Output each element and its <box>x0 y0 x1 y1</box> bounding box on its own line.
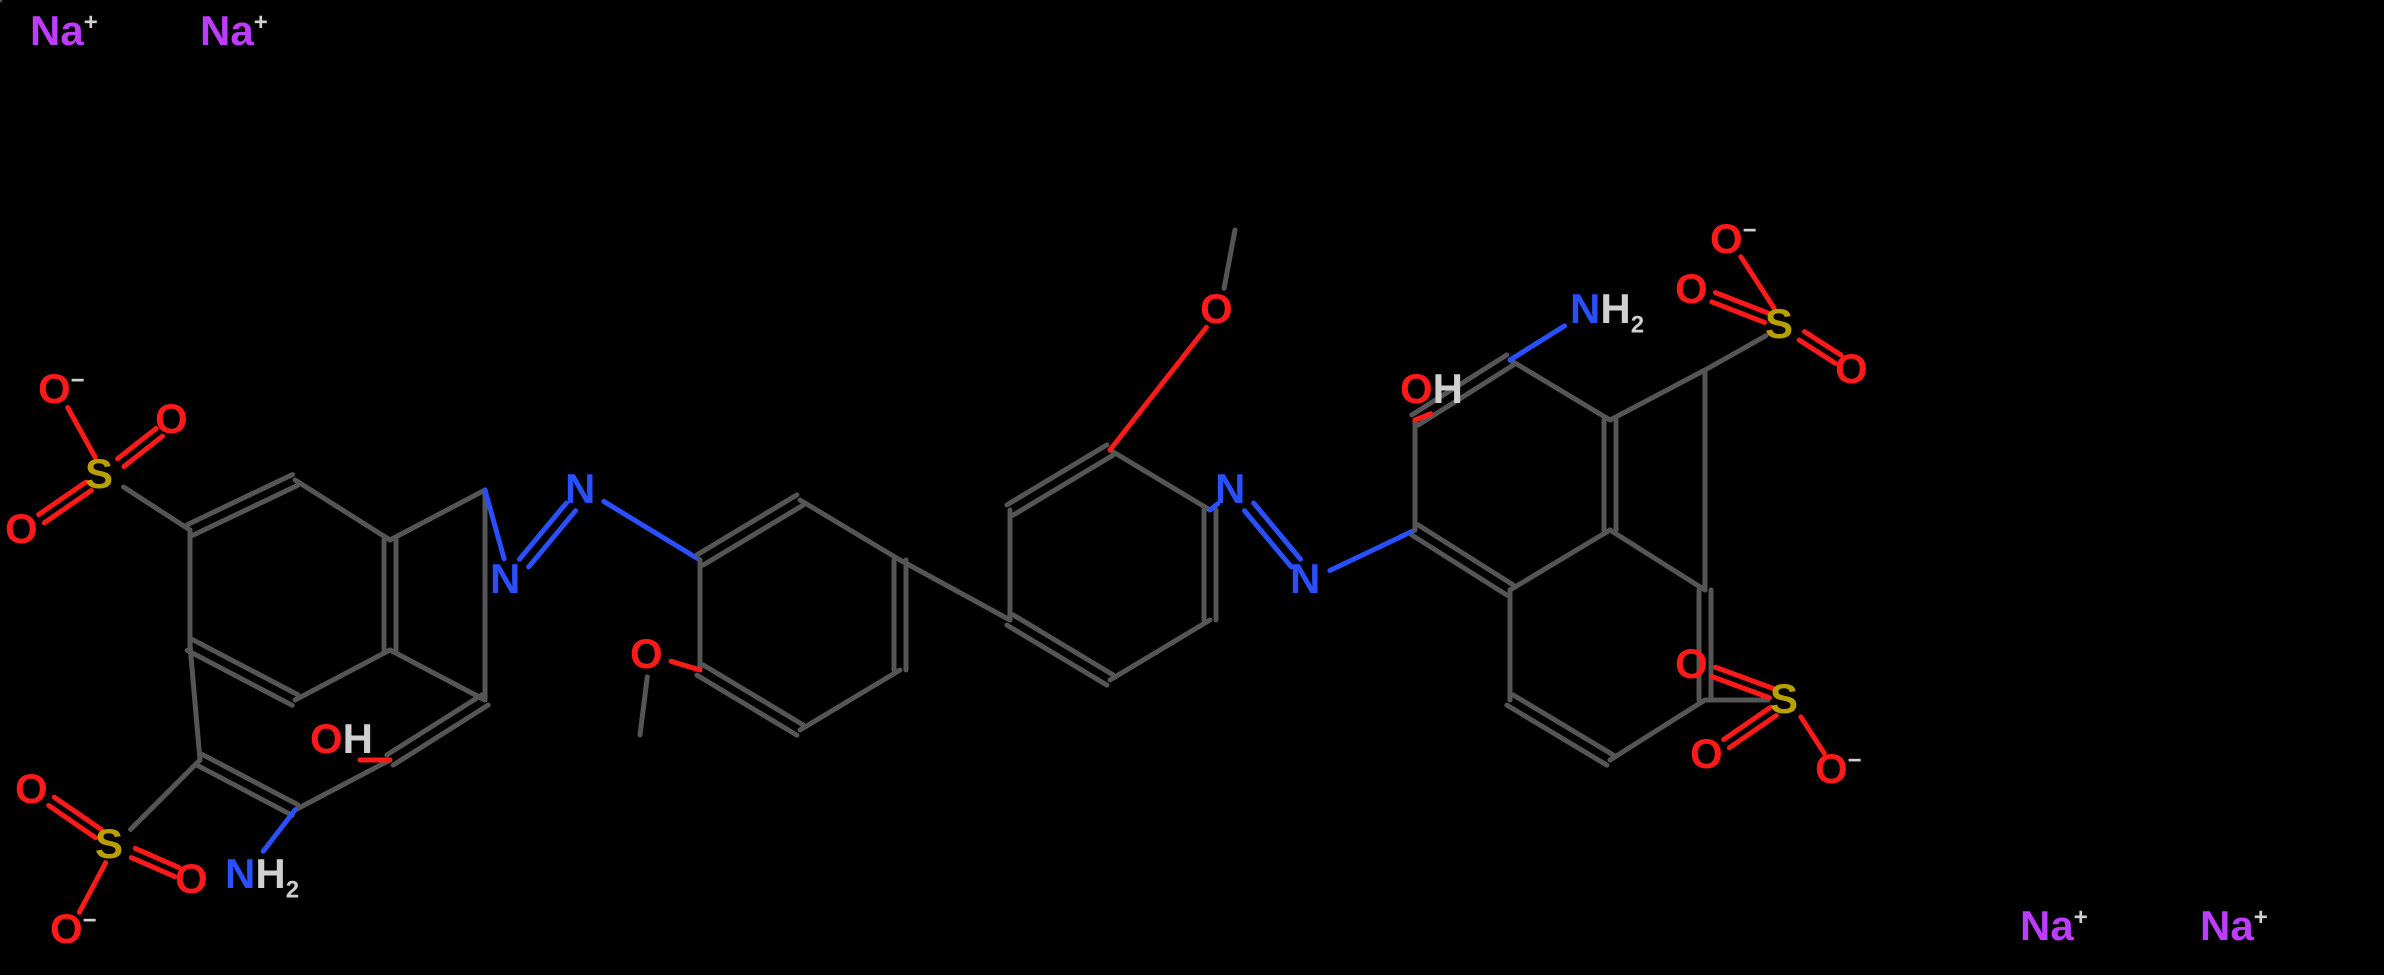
right-NH2: NH2 <box>1570 288 1644 337</box>
sodium-ion-1: Na+ <box>200 10 268 52</box>
left-sulfonate-bot-Ominus: O− <box>50 908 97 950</box>
right-azo-N2: N <box>1215 468 1245 510</box>
sodium-ion-3: Na+ <box>2200 905 2268 947</box>
right-sulfonate-bot-O1: O <box>1675 643 1708 685</box>
left-sulfonate-bot-O2: O <box>175 858 208 900</box>
right-azo-N1: N <box>1290 558 1320 600</box>
right-sulfonate-bot-S: S <box>1770 678 1798 720</box>
left-sulfonate-top-S: S <box>85 453 113 495</box>
right-sulfonate-top-O2: O <box>1835 348 1868 390</box>
left-methoxy-O: O <box>630 633 663 675</box>
left-sulfonate-bot-O1: O <box>15 768 48 810</box>
right-sulfonate-top-O1: O <box>1675 268 1708 310</box>
left-sulfonate-bot-S: S <box>95 823 123 865</box>
right-OH: OH <box>1400 368 1463 410</box>
left-NH2: NH2 <box>225 853 299 902</box>
sodium-ion-2: Na+ <box>2020 905 2088 947</box>
left-azo-N2: N <box>565 468 595 510</box>
right-methoxy-O: O <box>1200 288 1233 330</box>
left-sulfonate-top-O2: O <box>155 398 188 440</box>
right-sulfonate-top-Ominus: O− <box>1710 218 1757 260</box>
right-sulfonate-bot-O2: O <box>1690 733 1723 775</box>
left-sulfonate-top-O1: O <box>5 508 38 550</box>
left-azo-N1: N <box>490 558 520 600</box>
right-sulfonate-top-S: S <box>1765 303 1793 345</box>
sodium-ion-0: Na+ <box>30 10 98 52</box>
right-sulfonate-bot-Ominus: O− <box>1815 748 1862 790</box>
left-OH: OH <box>310 718 373 760</box>
bond-layer <box>0 0 2384 975</box>
left-sulfonate-top-Ominus: O− <box>38 368 85 410</box>
